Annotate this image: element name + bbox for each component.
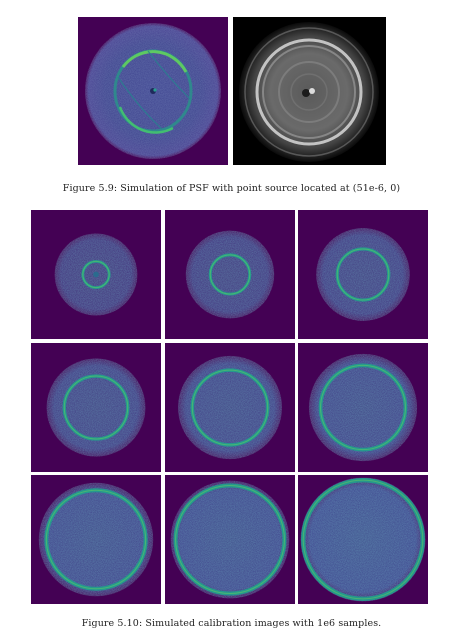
calibration-image-8: [164, 475, 295, 604]
psf-viridis-image: [78, 17, 228, 165]
calibration-image-9: [298, 475, 428, 604]
calibration-image-1: [31, 210, 161, 339]
figure-5-9-caption: Figure 5.9: Simulation of PSF with point…: [62, 183, 401, 194]
calibration-image-2: [164, 210, 295, 339]
calibration-image-6: [298, 342, 428, 472]
calibration-image-5: [164, 342, 295, 472]
calibration-image-7: [31, 475, 161, 604]
psf-grayscale-image: [233, 17, 386, 165]
calibration-image-3: [298, 210, 428, 339]
figure-5-10-caption: Figure 5.10: Simulated calibration image…: [81, 618, 382, 629]
calibration-image-grid: [31, 210, 428, 604]
calibration-image-4: [31, 342, 161, 472]
